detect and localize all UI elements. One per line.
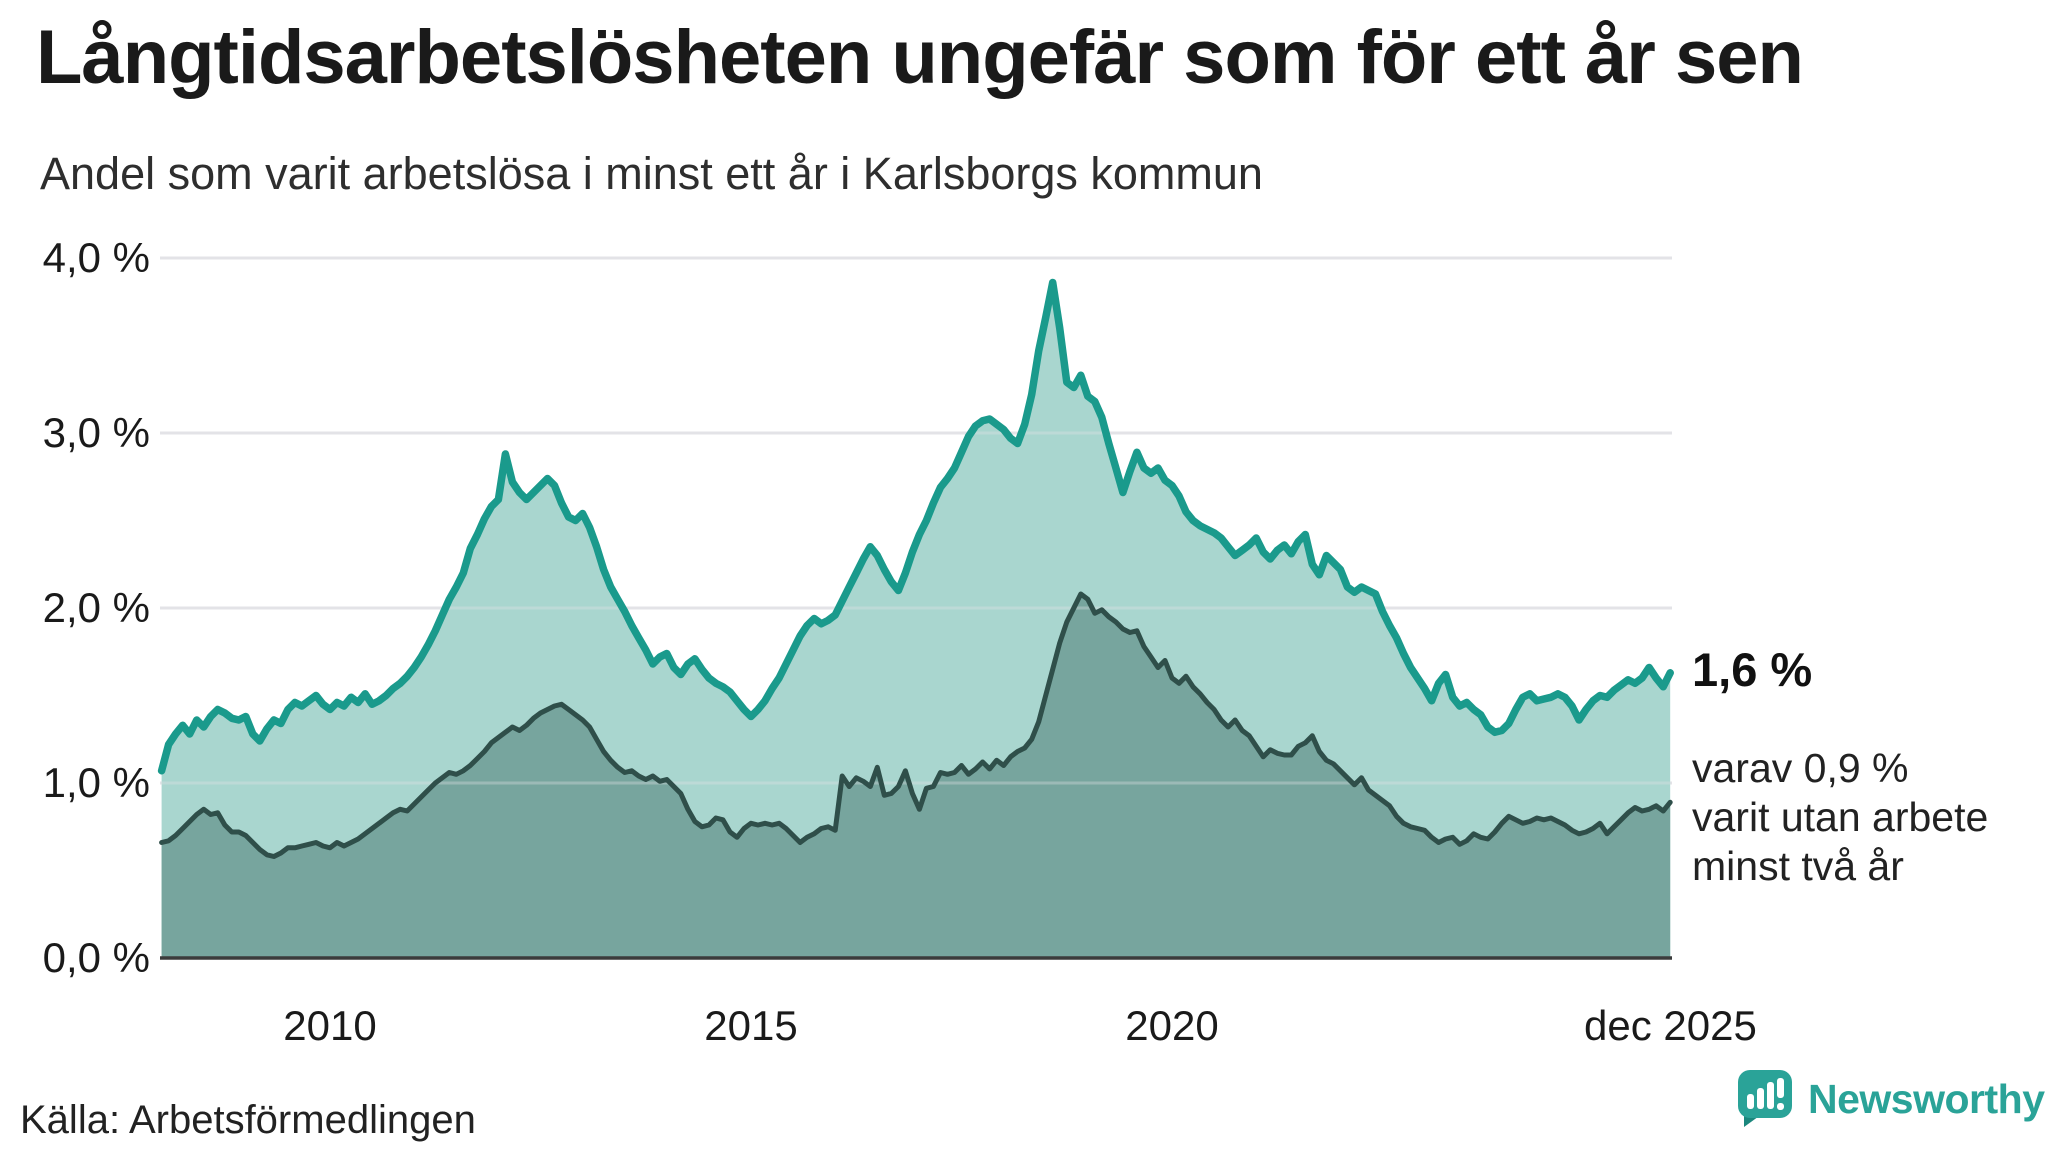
series-area-min-two-years [161, 594, 1671, 958]
newsworthy-logo-icon [1738, 1070, 1792, 1127]
series-sub-annotation: varav 0,9 % varit utan arbete minst två … [1692, 744, 1988, 891]
series-line-min-one-year [157, 278, 1674, 775]
y-tick-label-2,0%: 2,0 % [42, 584, 150, 631]
y-tick-label-1,0%: 1,0 % [42, 759, 150, 806]
x-tick-label-2015: 2015 [704, 1002, 798, 1049]
newsworthy-wordmark: Newsworthy [1808, 1075, 2045, 1122]
y-tick-label-3,0%: 3,0 % [42, 409, 150, 456]
y-tick-label-0,0%: 0,0 % [42, 934, 150, 981]
sub-annotation-line: minst två år [1692, 843, 1904, 889]
sub-annotation-line: varit utan arbete [1692, 794, 1989, 840]
source-caption: Källa: Arbetsförmedlingen [20, 1098, 476, 1142]
x-tick-label-dec-2025: dec 2025 [1584, 1002, 1757, 1049]
y-tick-label-4,0%: 4,0 % [42, 234, 150, 281]
page-title: Långtidsarbetslösheten ungefär som för e… [36, 15, 1804, 100]
x-tick-label-2010: 2010 [283, 1002, 377, 1049]
series-end-value-label: 1,6 % [1692, 643, 1813, 696]
sub-annotation-line: varav 0,9 % [1692, 745, 1909, 791]
series-line-min-two-years [159, 591, 1673, 859]
x-tick-label-2020: 2020 [1125, 1002, 1219, 1049]
chart-subtitle: Andel som varit arbetslösa i minst ett å… [40, 148, 1263, 199]
newsworthy-brand[interactable]: Newsworthy [1736, 1068, 2045, 1130]
